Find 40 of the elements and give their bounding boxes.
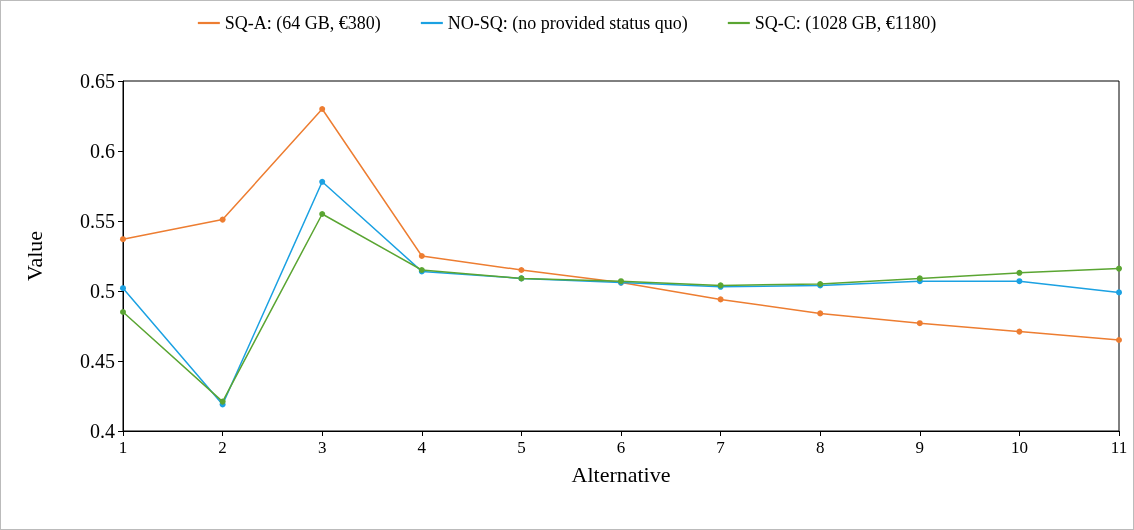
point	[1116, 337, 1122, 343]
y-tick-label: 0.4	[90, 420, 115, 442]
x-tick-label: 5	[517, 438, 526, 457]
point	[120, 309, 126, 315]
x-tick-label: 6	[616, 438, 626, 457]
point	[1116, 289, 1122, 296]
point	[518, 267, 525, 273]
point	[120, 285, 126, 292]
x-tick-label: 7	[716, 438, 726, 457]
y-tick-label: 0.55	[80, 210, 115, 232]
point	[1116, 265, 1122, 272]
x-tick-label: 1	[118, 438, 128, 457]
x-tick-label: 10	[1010, 438, 1028, 457]
x-tick-label: 4	[417, 438, 427, 457]
point	[717, 296, 724, 303]
point	[319, 178, 326, 185]
x-tick-label: 9	[915, 438, 925, 457]
point	[418, 253, 425, 259]
y-tick-label: 0.45	[80, 350, 115, 372]
x-tick-label: 11	[1110, 438, 1128, 457]
y-axis-title: Value	[21, 230, 47, 282]
point	[319, 106, 326, 112]
legend-label: SQ-C: (1028 GB, €1180)	[754, 13, 937, 34]
point	[219, 216, 226, 223]
y-tick-label: 0.6	[90, 140, 115, 162]
legend-label: SQ-A: (64 GB, €380)	[224, 13, 381, 34]
point	[1016, 278, 1023, 285]
x-tick-label: 3	[317, 438, 327, 457]
y-tick-label: 0.5	[90, 280, 115, 302]
x-axis-title: Alternative	[571, 461, 671, 487]
point	[916, 320, 923, 327]
x-tick-label: 8	[815, 438, 825, 457]
point	[1016, 328, 1023, 335]
x-tick-label: 2	[218, 438, 227, 457]
point	[120, 236, 126, 243]
y-tick-label: 0.65	[80, 70, 115, 92]
point	[319, 211, 326, 217]
point	[817, 310, 824, 317]
point	[1016, 269, 1023, 276]
legend-label: NO-SQ: (no provided status quo)	[447, 13, 688, 34]
